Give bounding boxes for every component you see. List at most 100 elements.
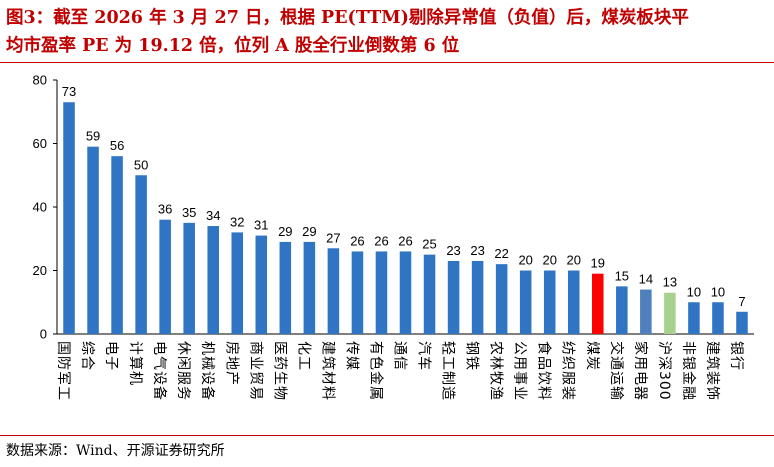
bar [423,254,436,334]
data-label: 25 [422,237,436,252]
bar [351,251,364,334]
data-label: 56 [110,138,124,153]
data-label: 59 [86,129,100,144]
data-label: 23 [446,243,460,258]
category-label: 国防军工 [55,341,71,401]
category-label: 银行 [728,341,744,371]
category-label: 农林牧渔 [488,341,504,401]
data-label: 7 [738,294,745,309]
data-label: 10 [711,284,725,299]
chart-title: 图3：截至 2026 年 3 月 27 日，根据 PE(TTM)剔除异常值（负值… [6,4,770,60]
category-label: 计算机 [127,341,143,386]
category-label: 钢铁 [464,341,480,371]
top-rule [0,62,774,63]
category-label: 建筑装饰 [704,341,720,401]
bar [375,251,388,334]
category-label: 纺织服装 [560,341,576,401]
bar [255,235,268,334]
bar-chart: 0 20 40 60 80 73 59 56 50 36 35 34 32 31 29 29 27 26 26 26… [33,73,754,401]
y-tick-label: 40 [33,200,47,215]
data-label: 26 [350,233,364,248]
y-tick-label: 60 [33,136,47,151]
category-label: 汽车 [416,341,433,371]
data-label: 32 [230,214,244,229]
bar [616,286,628,334]
data-label: 23 [470,243,484,258]
data-label: 26 [374,233,388,248]
category-label: 电气设备 [151,341,168,401]
data-label: 50 [134,157,148,172]
bar [111,156,123,334]
category-label: 房地产 [223,341,239,386]
category-labels: 国防军工 综合 电子 计算机 电气设备 休闲服务 机械设备 房地产 商业贸易 医药生物 化工 建筑材料… [55,341,744,401]
category-label: 休闲服务 [175,341,191,401]
data-label: 15 [615,268,629,283]
category-label: 建筑材料 [319,341,335,401]
category-label: 公用事业 [512,341,528,401]
bar [87,146,99,334]
data-label: 13 [663,275,677,290]
bar [159,219,171,334]
category-label: 电子 [103,341,119,371]
data-label: 10 [687,284,701,299]
category-label: 轻工制造 [440,341,456,401]
bar [303,241,316,334]
data-label: 31 [254,218,268,233]
bar [592,273,604,334]
bar [640,289,652,334]
category-label: 有色金属 [367,341,384,401]
category-label: 传媒 [343,341,359,371]
bar [664,292,676,334]
category-label: 煤炭 [584,341,600,371]
bar [736,311,748,334]
category-label: 医药生物 [271,341,287,401]
bar [63,102,75,334]
y-tick-label: 0 [40,327,47,342]
bar [495,264,508,334]
data-label: 73 [62,84,76,99]
bar [399,251,412,334]
category-label: 机械设备 [199,341,216,401]
bar [712,302,724,334]
source-note: 数据来源：Wind、开源证券研究所 [6,443,225,459]
chart-title-line1: 图3：截至 2026 年 3 月 27 日，根据 PE(TTM)剔除异常值（负值… [6,8,689,28]
category-label: 非银金融 [680,341,696,401]
bottom-rule [0,435,774,436]
category-label: 沪深300 [656,341,672,401]
y-axis-ticks: 0 20 40 60 80 [33,73,57,342]
bar [183,222,195,334]
category-label: 综合 [79,341,95,371]
category-label: 食品饮料 [536,341,553,401]
data-label: 20 [567,253,581,268]
data-label: 29 [302,224,316,239]
data-label: 20 [542,253,556,268]
y-tick-label: 20 [33,263,47,278]
bar-series [63,102,748,334]
bar [231,232,244,334]
bar [543,270,556,334]
data-label: 22 [494,246,508,261]
data-label: 34 [206,208,220,223]
data-label: 35 [182,205,196,220]
data-label: 36 [158,202,172,217]
category-label: 家用电器 [632,341,649,401]
category-label: 交通运输 [608,341,625,401]
data-label: 20 [518,253,532,268]
bar [207,226,219,334]
bar [567,270,580,334]
category-label: 商业贸易 [247,341,263,401]
bar [279,241,292,334]
data-label: 26 [398,233,412,248]
bar [688,302,700,334]
chart-title-line2: 均市盈率 PE 为 19.12 倍，位列 A 股全行业倒数第 6 位 [6,36,460,56]
data-label: 27 [326,230,340,245]
bar [519,270,532,334]
data-label: 19 [591,256,605,271]
bar [135,175,147,334]
bar [327,248,340,334]
category-label: 化工 [295,341,311,371]
y-tick-label: 80 [33,73,47,88]
value-labels: 73 59 56 50 36 35 34 32 31 29 29 27 26 26 26 25 23 23 22 20… [62,84,746,309]
bar [447,260,460,334]
data-label: 14 [639,272,653,287]
